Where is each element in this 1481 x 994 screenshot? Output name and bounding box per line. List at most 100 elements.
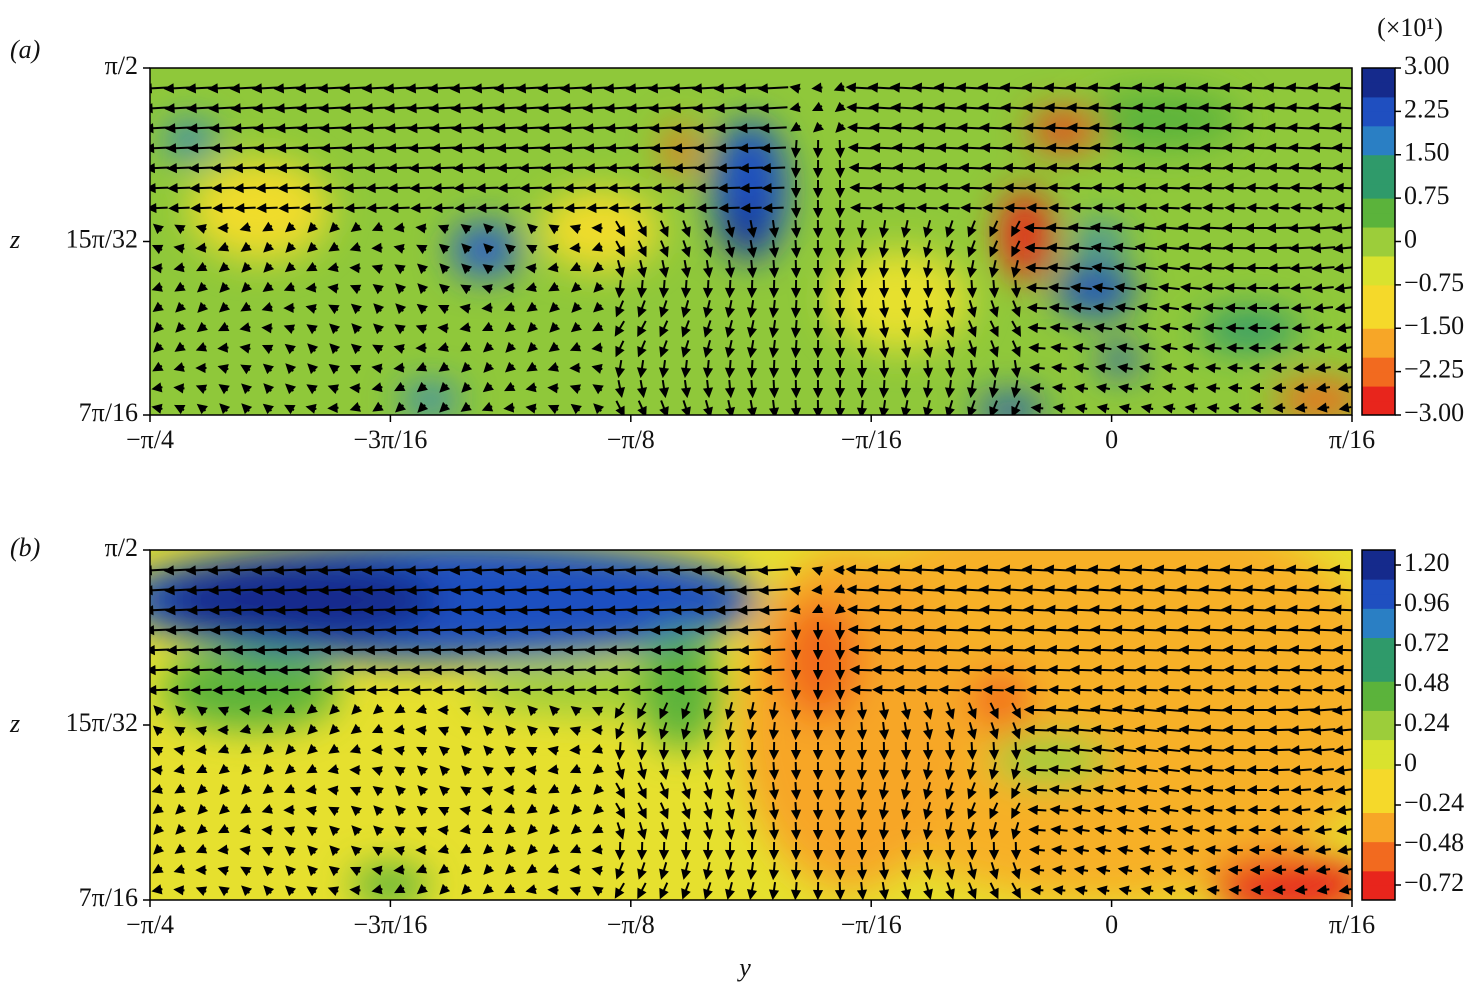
vector-arrow bbox=[629, 182, 653, 194]
vector-arrow bbox=[1203, 322, 1223, 334]
vector-arrow bbox=[1180, 202, 1202, 214]
vector-arrow bbox=[878, 721, 890, 741]
vector-arrow bbox=[1309, 624, 1337, 635]
vector-arrow bbox=[1267, 664, 1291, 676]
vector-arrow bbox=[607, 664, 631, 676]
vector-arrow bbox=[1222, 644, 1248, 655]
vector-arrow bbox=[1094, 825, 1112, 836]
vector-arrow bbox=[922, 741, 934, 761]
vector-arrow bbox=[151, 784, 163, 794]
vector-arrow bbox=[586, 684, 608, 696]
vector-arrow bbox=[173, 383, 185, 394]
vector-arrow bbox=[746, 781, 758, 801]
vector-arrow bbox=[1156, 162, 1182, 173]
vector-arrow bbox=[1072, 845, 1089, 856]
vector-arrow bbox=[1070, 202, 1092, 214]
vector-arrow bbox=[451, 625, 479, 636]
vector-arrow bbox=[878, 219, 890, 239]
vector-arrow bbox=[967, 722, 977, 740]
vector-arrow bbox=[275, 625, 303, 636]
vector-arrow bbox=[1133, 222, 1161, 233]
vector-arrow bbox=[503, 784, 515, 796]
vector-arrow bbox=[900, 801, 912, 821]
vector-arrow bbox=[503, 301, 516, 312]
vector-arrow bbox=[1138, 343, 1156, 354]
vector-arrow bbox=[415, 342, 427, 354]
vector-arrow bbox=[1248, 844, 1265, 856]
vector-arrow bbox=[1067, 624, 1095, 635]
vector-arrow bbox=[959, 182, 983, 194]
vector-arrow bbox=[746, 741, 758, 761]
vector-arrow bbox=[790, 359, 802, 379]
vector-arrow bbox=[812, 219, 824, 239]
vector-arrow bbox=[1288, 644, 1314, 655]
vector-arrow bbox=[432, 684, 454, 696]
vector-arrow bbox=[1070, 282, 1092, 293]
vector-arrow bbox=[1073, 383, 1089, 394]
vector-arrow bbox=[371, 865, 383, 876]
vector-arrow bbox=[473, 625, 501, 636]
vector-arrow bbox=[938, 202, 960, 214]
vector-arrow bbox=[1271, 362, 1287, 374]
vector-arrow bbox=[1287, 705, 1315, 716]
vector-arrow bbox=[649, 143, 676, 154]
colorbar-level bbox=[1362, 797, 1395, 813]
vector-arrow bbox=[1134, 242, 1160, 253]
vector-arrow bbox=[812, 881, 824, 900]
vector-arrow bbox=[218, 384, 230, 395]
vector-arrow bbox=[473, 143, 500, 154]
vector-arrow bbox=[1246, 302, 1268, 314]
vector-arrow bbox=[789, 585, 801, 596]
vector-arrow bbox=[1205, 383, 1221, 394]
vector-arrow bbox=[283, 804, 295, 815]
vector-arrow bbox=[327, 262, 339, 273]
vector-arrow bbox=[520, 684, 542, 696]
vector-arrow bbox=[459, 303, 471, 314]
colorbar-level bbox=[1362, 96, 1395, 112]
vector-arrow bbox=[659, 782, 669, 800]
vector-arrow bbox=[349, 765, 361, 776]
vector-arrow bbox=[1027, 322, 1047, 334]
vector-arrow bbox=[153, 341, 165, 353]
vector-arrow bbox=[307, 845, 319, 857]
vector-arrow bbox=[1111, 624, 1139, 635]
vector-arrow bbox=[1335, 322, 1352, 334]
vector-arrow bbox=[694, 645, 720, 656]
vector-arrow bbox=[1292, 342, 1310, 354]
vector-arrow bbox=[284, 763, 296, 775]
y-tick-label: π/2 bbox=[105, 533, 138, 562]
vector-arrow bbox=[834, 821, 846, 841]
vector-arrow bbox=[768, 319, 780, 339]
vector-arrow bbox=[341, 143, 368, 154]
vector-arrow bbox=[1204, 845, 1221, 856]
x-tick-label: −π/4 bbox=[126, 910, 174, 939]
vector-arrow bbox=[297, 625, 325, 636]
vector-arrow bbox=[1224, 784, 1246, 796]
colorbar-tick-label: −0.24 bbox=[1404, 788, 1464, 817]
colorbar-level bbox=[1362, 82, 1395, 98]
vector-arrow bbox=[1221, 142, 1248, 153]
vector-arrow bbox=[637, 240, 647, 258]
vector-arrow bbox=[438, 785, 451, 797]
vector-arrow bbox=[959, 664, 983, 676]
vector-arrow bbox=[239, 343, 251, 354]
vector-arrow bbox=[394, 703, 406, 714]
vector-arrow bbox=[945, 299, 955, 318]
vector-arrow bbox=[285, 383, 297, 395]
vector-arrow bbox=[945, 721, 955, 740]
vector-arrow bbox=[967, 821, 977, 840]
vector-arrow bbox=[757, 565, 789, 576]
vector-arrow bbox=[680, 741, 692, 761]
vector-arrow bbox=[1183, 865, 1199, 876]
vector-arrow bbox=[894, 202, 916, 214]
vector-arrow bbox=[1287, 223, 1315, 234]
vector-arrow bbox=[768, 861, 780, 881]
vector-arrow bbox=[900, 841, 912, 861]
vector-arrow bbox=[329, 723, 341, 735]
vector-arrow bbox=[350, 343, 362, 355]
vector-arrow bbox=[1090, 724, 1116, 735]
vector-arrow bbox=[437, 844, 449, 854]
vector-arrow bbox=[649, 625, 677, 636]
vector-arrow bbox=[718, 684, 740, 696]
vector-arrow bbox=[1067, 704, 1095, 715]
